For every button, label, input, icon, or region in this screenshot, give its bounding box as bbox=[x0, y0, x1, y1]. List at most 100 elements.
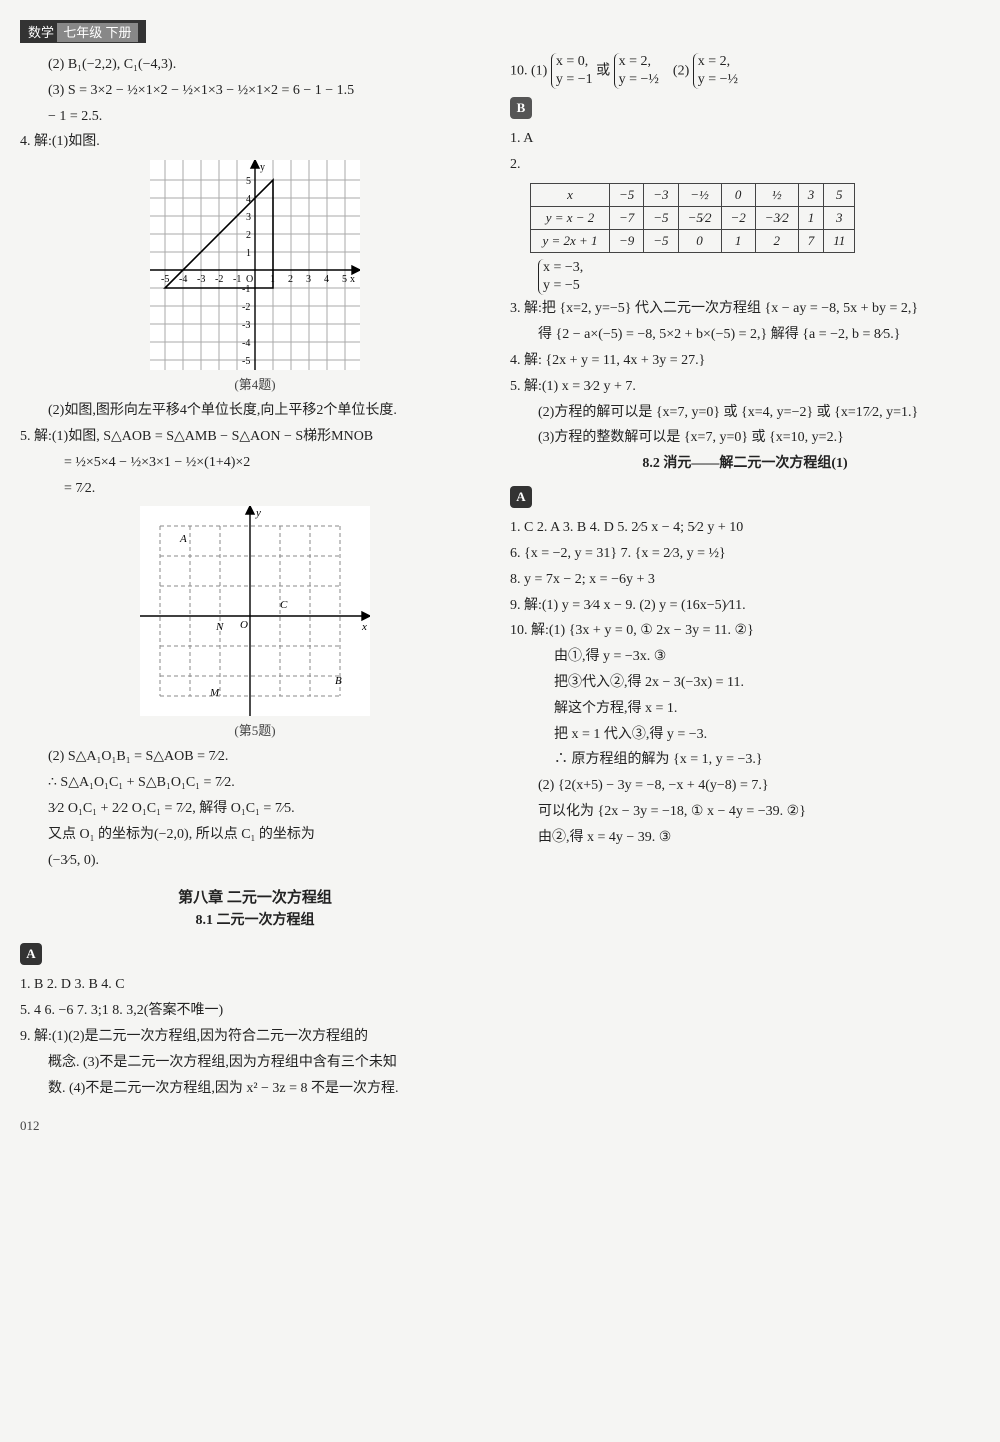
figure-5-graph: xy O NC MB A (第5题) bbox=[20, 506, 490, 739]
answer-line: 5. 4 6. −6 7. 3;1 8. 3,2(答案不唯一) bbox=[20, 999, 490, 1023]
text-line: (3)方程的整数解可以是 {x=7, y=0} 或 {x=10, y=2.} bbox=[510, 426, 980, 450]
svg-text:1: 1 bbox=[270, 274, 275, 285]
svg-text:3: 3 bbox=[306, 274, 311, 285]
text-line: (2)如图,图形向左平移4个单位长度,向上平移2个单位长度. bbox=[20, 399, 490, 423]
svg-text:A: A bbox=[179, 533, 187, 545]
level-A-badge: A bbox=[20, 943, 42, 965]
text-line: = ½×5×4 − ½×3×1 − ½×(1+4)×2 bbox=[20, 451, 490, 475]
text-line: 5. 解:(1)如图, S△AOB = S△AMB − S△AON − S梯形M… bbox=[20, 425, 490, 449]
dashed-grid-icon: xy O NC MB A bbox=[140, 506, 370, 716]
level-A-badge: A bbox=[510, 486, 532, 508]
svg-text:-4: -4 bbox=[179, 274, 187, 285]
answer-line: 由①,得 y = −3x. ③ bbox=[510, 645, 980, 669]
svg-text:2: 2 bbox=[246, 230, 251, 241]
answer-line: 概念. (3)不是二元一次方程组,因为方程组中含有三个未知 bbox=[20, 1051, 490, 1075]
page-columns: (2) B₁(−2,2), C₁(−4,3). (3) S = 3×2 − ½×… bbox=[20, 51, 980, 1134]
answer-line: 10. 解:(1) {3x + y = 0, ① 2x − 3y = 11. ②… bbox=[510, 619, 980, 643]
svg-text:-2: -2 bbox=[215, 274, 223, 285]
coordinate-grid-icon: xy O -5-4-3-2-1 12345 12345 -1-2-3-4-5 bbox=[150, 160, 360, 370]
svg-text:-3: -3 bbox=[242, 320, 250, 331]
table-cell: −9 bbox=[610, 229, 644, 252]
svg-text:3: 3 bbox=[246, 212, 251, 223]
svg-text:y: y bbox=[255, 507, 261, 519]
svg-text:-5: -5 bbox=[161, 274, 169, 285]
label: 10. (1) bbox=[510, 63, 547, 78]
table-cell: −5 bbox=[644, 206, 678, 229]
text-line: 4. 解: {2x + y = 11, 4x + 3y = 27.} bbox=[510, 349, 980, 373]
text-line: (3) S = 3×2 − ½×1×2 − ½×1×3 − ½×1×2 = 6 … bbox=[20, 79, 490, 103]
svg-text:-2: -2 bbox=[242, 302, 250, 313]
table-cell: −3⁄2 bbox=[755, 206, 798, 229]
svg-text:5: 5 bbox=[342, 274, 347, 285]
table-header: 0 bbox=[721, 183, 755, 206]
section-title: 8.2 消元——解二元一次方程组(1) bbox=[510, 452, 980, 472]
table-cell: −2 bbox=[721, 206, 755, 229]
answer-line: 6. {x = −2, y = 31} 7. {x = 2⁄3, y = ½} bbox=[510, 542, 980, 566]
table-header: −3 bbox=[644, 183, 678, 206]
text-line: (2)方程的解可以是 {x=7, y=0} 或 {x=4, y=−2} 或 {x… bbox=[510, 401, 980, 425]
svg-text:B: B bbox=[335, 675, 342, 687]
text-line: 3⁄2 O₁C₁ + 2⁄2 O₁C₁ = 7⁄2, 解得 O₁C₁ = 7⁄5… bbox=[20, 797, 490, 821]
table-cell: 3 bbox=[824, 206, 855, 229]
table-cell: y = 2x + 1 bbox=[531, 229, 610, 252]
table-cell: −5⁄2 bbox=[678, 206, 721, 229]
answer-line: ∴ 原方程组的解为 {x = 1, y = −3.} bbox=[510, 748, 980, 772]
text-line: 又点 O₁ 的坐标为(−2,0), 所以点 C₁ 的坐标为 bbox=[20, 823, 490, 847]
svg-text:-1: -1 bbox=[233, 274, 241, 285]
text-line: (−3⁄5, 0). bbox=[20, 849, 490, 873]
right-column: 10. (1) x = 0, y = −1 或 x = 2, y = −½ (2… bbox=[510, 51, 980, 1134]
svg-text:4: 4 bbox=[246, 194, 251, 205]
answer-line: 9. 解:(1) y = 3⁄4 x − 9. (2) y = (16x−5)⁄… bbox=[510, 594, 980, 618]
answer-line: 2. bbox=[510, 153, 980, 177]
answer-line: 1. C 2. A 3. B 4. D 5. 2⁄5 x − 4; 5⁄2 y … bbox=[510, 516, 980, 540]
svg-text:4: 4 bbox=[324, 274, 329, 285]
page-number: 012 bbox=[20, 1118, 490, 1134]
answer-line: 1. B 2. D 3. B 4. C bbox=[20, 973, 490, 997]
level-B-badge: B bbox=[510, 97, 532, 119]
answer-line: 解这个方程,得 x = 1. bbox=[510, 697, 980, 721]
function-table: x −5 −3 −½ 0 ½ 3 5 y = x − 2 −7 −5 −5⁄2 … bbox=[530, 183, 855, 253]
table-row: y = 2x + 1 −9 −5 0 1 2 7 11 bbox=[531, 229, 855, 252]
section-title: 8.1 二元一次方程组 bbox=[20, 909, 490, 929]
svg-text:O: O bbox=[240, 619, 248, 631]
table-header: −5 bbox=[610, 183, 644, 206]
svg-text:2: 2 bbox=[288, 274, 293, 285]
svg-text:1: 1 bbox=[246, 248, 251, 259]
table-cell: 1 bbox=[721, 229, 755, 252]
table-cell: −7 bbox=[610, 206, 644, 229]
table-header: ½ bbox=[755, 183, 798, 206]
text-line: 得 {2 − a×(−5) = −8, 5×2 + b×(−5) = 2,} 解… bbox=[510, 323, 980, 347]
table-header: x bbox=[531, 183, 610, 206]
table-row: y = x − 2 −7 −5 −5⁄2 −2 −3⁄2 1 3 bbox=[531, 206, 855, 229]
text-line: 4. 解:(1)如图. bbox=[20, 130, 490, 154]
chapter-title: 第八章 二元一次方程组 bbox=[20, 886, 490, 907]
text-line: (2) S△A₁O₁B₁ = S△AOB = 7⁄2. bbox=[20, 745, 490, 769]
table-cell: 11 bbox=[824, 229, 855, 252]
table-header: 5 bbox=[824, 183, 855, 206]
figure-4-graph: xy O -5-4-3-2-1 12345 12345 -1-2-3-4-5 (… bbox=[20, 160, 490, 393]
equation-system: x = 2, y = −½ bbox=[614, 53, 659, 89]
svg-text:-1: -1 bbox=[242, 284, 250, 295]
answer-line: 由②,得 x = 4y − 39. ③ bbox=[510, 826, 980, 850]
svg-text:M: M bbox=[209, 687, 220, 699]
figure-caption: (第5题) bbox=[20, 720, 490, 739]
svg-text:y: y bbox=[260, 162, 265, 173]
svg-text:x: x bbox=[361, 621, 367, 633]
text-line: ∴ S△A₁O₁C₁ + S△B₁O₁C₁ = 7⁄2. bbox=[20, 771, 490, 795]
equation-system: x = 0, y = −1 bbox=[551, 53, 593, 89]
svg-text:5: 5 bbox=[246, 176, 251, 187]
svg-text:-5: -5 bbox=[242, 356, 250, 367]
answer-line: 8. y = 7x − 2; x = −6y + 3 bbox=[510, 568, 980, 592]
grade-label: 七年级 下册 bbox=[57, 23, 137, 42]
answer-line: 把③代入②,得 2x − 3(−3x) = 11. bbox=[510, 671, 980, 695]
left-column: (2) B₁(−2,2), C₁(−4,3). (3) S = 3×2 − ½×… bbox=[20, 51, 490, 1134]
table-cell: 2 bbox=[755, 229, 798, 252]
table-header: 3 bbox=[798, 183, 824, 206]
text-line: x = −3, y = −5 bbox=[510, 259, 980, 295]
answer-line: 1. A bbox=[510, 127, 980, 151]
table-header: −½ bbox=[678, 183, 721, 206]
subject-label: 数学 bbox=[28, 25, 54, 40]
text-line: 3. 解:把 {x=2, y=−5} 代入二元一次方程组 {x − ay = −… bbox=[510, 297, 980, 321]
svg-text:C: C bbox=[280, 599, 288, 611]
table-cell: 1 bbox=[798, 206, 824, 229]
